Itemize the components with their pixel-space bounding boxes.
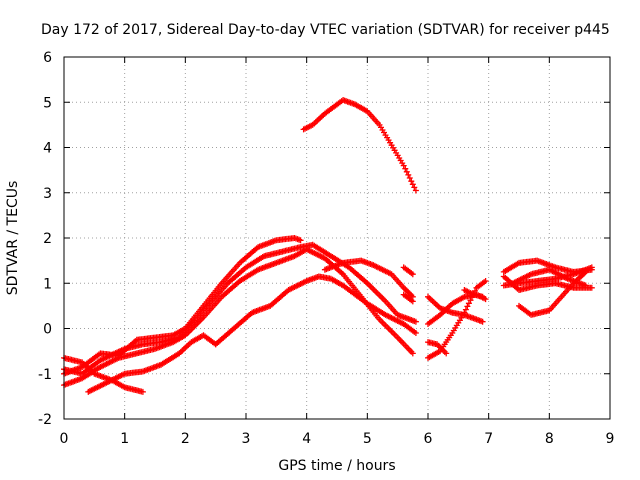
x-tick-label: 6 <box>424 431 433 447</box>
data-point-markers <box>400 264 416 278</box>
y-tick-label: -2 <box>38 412 52 428</box>
data-point-markers <box>516 268 589 318</box>
y-axis-label: SDTVAR / TECUs <box>5 181 21 296</box>
series-track-7 <box>321 257 416 300</box>
series-track-6 <box>212 273 419 348</box>
data-point-markers <box>212 273 419 348</box>
y-tick-label: 1 <box>43 276 52 292</box>
data-point-markers <box>509 266 589 289</box>
series-track-19 <box>516 268 589 318</box>
x-axis-label: GPS time / hours <box>278 458 395 474</box>
plot-border <box>63 56 611 420</box>
series-track-15 <box>461 287 486 300</box>
y-tick-label: 4 <box>43 141 52 157</box>
x-tick-label: 5 <box>363 431 372 447</box>
series-track-10 <box>300 97 419 194</box>
data-series <box>61 97 595 395</box>
data-point-markers <box>400 291 416 305</box>
x-tick-label: 2 <box>181 431 190 447</box>
data-point-markers <box>425 339 450 357</box>
series-track-9 <box>400 291 416 305</box>
x-tick-label: 0 <box>60 431 69 447</box>
series-track-8 <box>400 264 416 278</box>
data-point-markers <box>321 257 416 300</box>
y-tick-label: 6 <box>43 50 52 66</box>
series-track-14 <box>425 339 450 357</box>
series-track-20 <box>509 266 589 289</box>
y-tick-label: 5 <box>43 95 52 111</box>
y-tick-label: 3 <box>43 186 52 202</box>
chart-title: Day 172 of 2017, Sidereal Day-to-day VTE… <box>41 22 610 38</box>
x-tick-label: 8 <box>545 431 554 447</box>
y-tick-label: 0 <box>43 322 52 338</box>
x-tick-label: 7 <box>484 431 493 447</box>
data-point-markers <box>300 97 419 194</box>
x-tick-labels: 0 1 2 3 4 5 6 7 8 9 <box>60 431 615 447</box>
x-tick-label: 9 <box>606 431 615 447</box>
series-track-5 <box>85 332 219 395</box>
x-tick-label: 3 <box>242 431 251 447</box>
data-point-markers <box>461 287 486 300</box>
data-point-markers <box>85 332 219 395</box>
x-tick-label: 4 <box>302 431 311 447</box>
y-tick-label: -1 <box>38 367 52 383</box>
y-tick-labels: -2 -1 0 1 2 3 4 5 6 <box>38 50 52 428</box>
y-tick-label: 2 <box>43 231 52 247</box>
x-tick-label: 1 <box>120 431 129 447</box>
